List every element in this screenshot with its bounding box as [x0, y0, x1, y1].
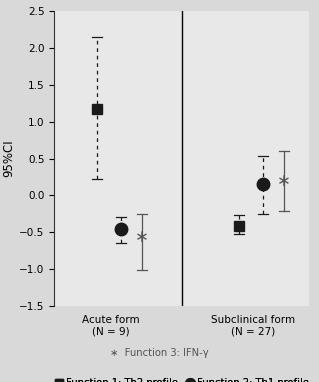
- Legend: Function 1: Th2 profile, Function 2: Th1 profile: Function 1: Th2 profile, Function 2: Th1…: [55, 378, 309, 382]
- Text: ∗: ∗: [135, 228, 149, 246]
- Text: ∗  Function 3: IFN-γ: ∗ Function 3: IFN-γ: [110, 348, 209, 358]
- Text: ∗: ∗: [277, 172, 291, 189]
- Y-axis label: 95%CI: 95%CI: [2, 140, 15, 177]
